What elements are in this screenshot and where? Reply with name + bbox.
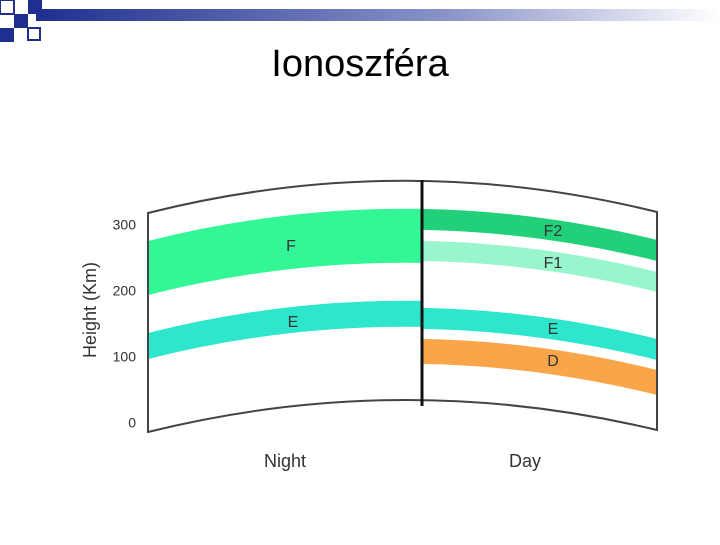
layer-band bbox=[422, 338, 657, 395]
column bbox=[148, 208, 422, 359]
y-tick-label: 300 bbox=[113, 217, 137, 233]
column-label: Day bbox=[509, 451, 541, 471]
layer-band bbox=[148, 300, 422, 359]
y-axis-label: Height (Km) bbox=[80, 262, 100, 358]
layer-band bbox=[422, 240, 657, 292]
y-tick-label: 0 bbox=[128, 415, 136, 431]
layer-band bbox=[422, 307, 657, 360]
frame bbox=[147, 179, 658, 434]
y-tick-label: 200 bbox=[113, 283, 137, 299]
layer-label: F2 bbox=[544, 223, 563, 240]
column-label: Night bbox=[264, 451, 306, 471]
layer-label: D bbox=[547, 353, 559, 370]
layer-band bbox=[148, 208, 422, 295]
column bbox=[422, 208, 657, 395]
layer-label: F bbox=[286, 238, 296, 255]
title: Ionoszféra bbox=[271, 43, 449, 85]
layer-label: E bbox=[288, 314, 299, 331]
decoration bbox=[0, 0, 720, 42]
layer-label: F1 bbox=[544, 255, 563, 272]
y-tick-label: 100 bbox=[113, 349, 137, 365]
layer-label: E bbox=[548, 321, 559, 338]
layer-band bbox=[422, 208, 657, 261]
